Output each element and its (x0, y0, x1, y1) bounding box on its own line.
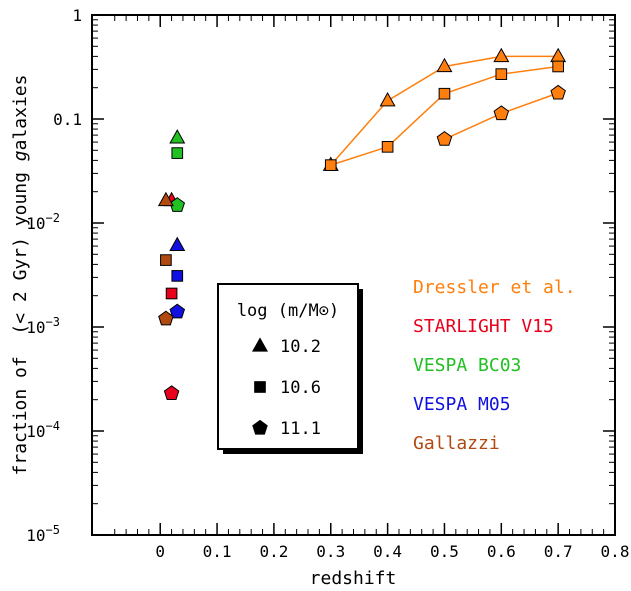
x-tick-label: 0.8 (601, 542, 630, 561)
source-label-starlight-v15: STARLIGHT V15 (413, 316, 554, 337)
data-point-dressler-et-al-triangle (550, 47, 567, 63)
plot-frame (91, 14, 616, 536)
y-tick-label: 0.1 (53, 110, 82, 129)
x-axis-title: redshift (310, 568, 397, 589)
data-point-dressler-et-al-square (438, 87, 451, 100)
data-points (157, 47, 567, 400)
mass-legend: log (m/M⊙) 10.2 10.6 11.1 (217, 283, 363, 454)
data-point-vespa-m05-square (171, 270, 184, 282)
x-tick-label: 0.4 (373, 542, 402, 561)
y-tick-label: 10−2 (26, 211, 60, 233)
y-tick-labels: 1 0.1 10−2 10−3 10−4 10−5 (26, 6, 82, 545)
mass-legend-items: 10.2 10.6 11.1 (251, 337, 321, 439)
legend-marker-triangle (251, 337, 269, 352)
data-point-dressler-et-al-pentagon (493, 105, 510, 121)
y-tick-label: 10−5 (26, 523, 60, 545)
data-point-vespa-bc03-triangle (169, 129, 186, 144)
source-label-vespa-bc03: VESPA BC03 (413, 355, 521, 376)
source-label-gallazzi: Gallazzi (413, 433, 500, 454)
axis-ticks (92, 14, 616, 536)
legend-marker-square (254, 381, 266, 393)
x-tick-label: 0.7 (544, 542, 573, 561)
data-point-vespa-bc03-square (171, 147, 184, 159)
series-lines (330, 55, 559, 166)
data-point-gallazzi-square (160, 254, 172, 266)
data-point-starlight-v15-square (165, 287, 178, 300)
y-tick-label: 10−3 (26, 315, 60, 337)
data-point-vespa-m05-pentagon (169, 303, 186, 319)
data-point-dressler-et-al-square (324, 159, 337, 171)
source-label-dressler-et-al: Dressler et al. (413, 277, 576, 298)
legend-marker-pentagon (252, 419, 268, 435)
data-point-dressler-et-al-triangle (493, 47, 510, 63)
source-label-vespa-m05: VESPA M05 (413, 394, 511, 415)
series-line-triangle (330, 55, 559, 166)
x-tick-label: 0 (155, 542, 165, 561)
x-tick-label: 0.5 (430, 542, 459, 561)
mass-legend-box (217, 283, 359, 450)
data-point-dressler-et-al-square (552, 60, 564, 73)
data-point-dressler-et-al-triangle (436, 57, 453, 73)
x-tick-labels: 0 0.1 0.2 0.3 0.4 0.5 0.6 0.7 0.8 (155, 542, 629, 561)
data-point-dressler-et-al-pentagon (436, 131, 453, 146)
data-point-vespa-m05-triangle (169, 236, 186, 252)
data-point-gallazzi-pentagon (158, 310, 174, 326)
x-tick-label: 0.3 (316, 542, 345, 561)
data-point-starlight-v15-pentagon (163, 385, 180, 400)
x-tick-label: 0.6 (487, 542, 516, 561)
data-point-dressler-et-al-square (495, 68, 508, 80)
series-line-square (330, 65, 559, 166)
y-axis-title: fraction of (< 2 Gyr) young galaxies (10, 75, 31, 476)
y-tick-label: 1 (72, 6, 82, 25)
x-tick-label: 0.2 (259, 542, 288, 561)
data-point-dressler-et-al-triangle (379, 92, 396, 107)
legend-label-square: 10.6 (280, 378, 321, 398)
mass-legend-title: log (m/M⊙) (237, 301, 339, 321)
legend-label-triangle: 10.2 (280, 337, 321, 357)
x-tick-label: 0.1 (203, 542, 232, 561)
source-legend: Dressler et al. STARLIGHT V15 VESPA BC03 VE… (413, 277, 576, 454)
data-point-dressler-et-al-pentagon (550, 84, 566, 100)
data-point-dressler-et-al-square (381, 141, 394, 153)
legend-label-pentagon: 11.1 (280, 419, 321, 439)
data-point-gallazzi-triangle (157, 191, 174, 207)
y-tick-label: 10−4 (26, 419, 60, 441)
